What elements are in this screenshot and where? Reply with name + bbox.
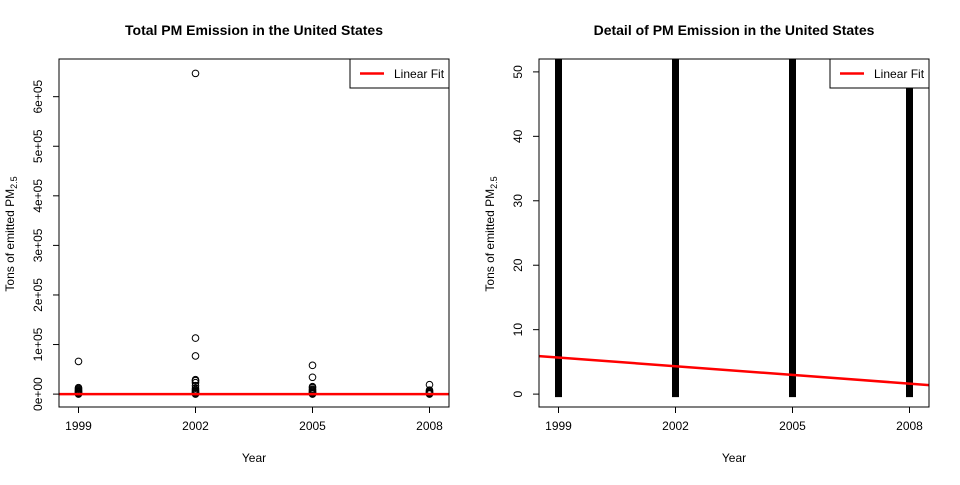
chart1-x-tick-label: 1999 [65,419,92,433]
chart1-plot-frame [59,59,449,407]
chart2-data-layer [539,59,929,397]
chart2-y-tick-label: 30 [511,194,525,208]
chart1-data-point [309,374,316,381]
chart2-x-tick-label: 2005 [779,419,806,433]
chart1-data-point [192,335,199,342]
chart1-title: Total PM Emission in the United States [125,22,383,38]
chart1-data-point [75,358,82,365]
chart2-linear-fit-line [539,356,929,385]
chart2-x-tick-label: 2002 [662,419,689,433]
chart1-data-point [192,353,199,360]
chart2-plot-area: 1999 2002 2005 2008 0 10 20 30 40 50 Linear Fit [511,59,929,433]
chart1-y-tick-label: 5e+05 [31,129,45,163]
chart1-data-layer [59,70,449,397]
chart1-x-tick-label: 2005 [299,419,326,433]
chart1-y-axis-label: Tons of emitted PM2.5 [3,176,19,291]
chart1-y-axis-label-subscript: 2.5 [9,176,19,189]
chart1-x-axis-label: Year [242,451,266,465]
chart2-legend-label: Linear Fit [874,67,925,81]
chart2-x-tick-label: 2008 [896,419,923,433]
chart1-legend-label: Linear Fit [394,67,445,81]
chart1-x-tick-label: 2008 [416,419,443,433]
chart1-y-tick-label: 3e+05 [31,228,45,262]
chart2-y-tick-label: 10 [511,323,525,337]
chart2-x-axis-label: Year [722,451,746,465]
chart1-y-tick-label: 0e+00 [31,377,45,411]
chart1-y-tick-label: 4e+05 [31,179,45,213]
chart1-y-axis-label-main: Tons of emitted PM [3,189,17,292]
chart1-legend: Linear Fit [350,59,449,88]
chart2-y-tick-label: 20 [511,258,525,272]
chart1-data-point [309,362,316,369]
chart2-y-axis-label-main: Tons of emitted PM [483,189,497,292]
chart2-legend: Linear Fit [830,59,929,88]
chart2-data-band [672,59,679,397]
chart1-x-tick-label: 2002 [182,419,209,433]
chart2-data-band [906,88,913,397]
chart2-title: Detail of PM Emission in the United Stat… [594,22,875,38]
chart1-y-tick-label: 2e+05 [31,278,45,312]
chart2-plot-frame [539,59,929,407]
chart2-y-axis-label-subscript: 2.5 [489,176,499,189]
chart1-data-point [192,70,199,77]
chart2-x-tick-label: 1999 [545,419,572,433]
chart1-y-tick-label: 1e+05 [31,327,45,361]
chart2-data-band [555,59,562,397]
chart1-plot-area: 1999 2002 2005 2008 0e+00 1e+05 2e+05 3e+05 4e+0… [31,59,449,433]
chart2-y-tick-label: 50 [511,65,525,79]
chart2-data-band [789,59,796,397]
chart1-y-tick-label: 6e+05 [31,79,45,113]
chart2-y-tick-label: 40 [511,129,525,143]
chart2-y-axis-label: Tons of emitted PM2.5 [483,176,499,291]
chart2-y-tick-label: 0 [511,390,525,397]
